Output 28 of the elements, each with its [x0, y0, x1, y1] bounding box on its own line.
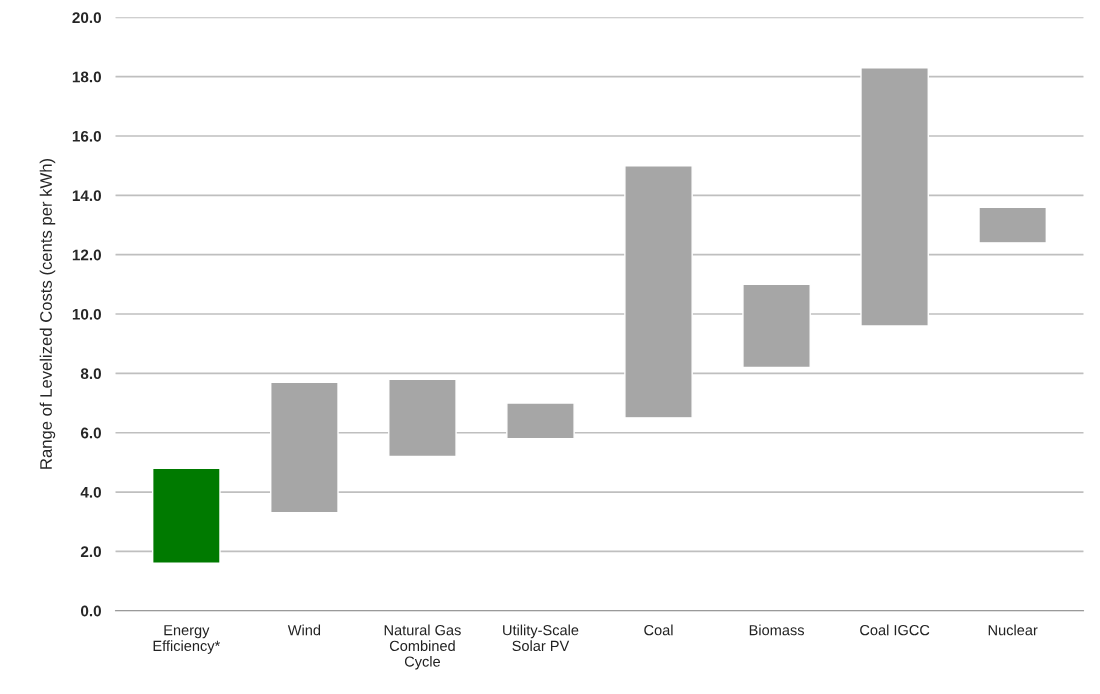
x-tick-label: Coal IGCC: [860, 624, 930, 636]
x-tick-label: Wind: [287, 624, 321, 636]
y-tick-label: 0.0: [80, 605, 101, 617]
x-tick-label: Biomass: [749, 624, 805, 636]
y-tick-label: 16.0: [72, 130, 101, 142]
bar: [151, 467, 221, 564]
bar: [506, 402, 575, 440]
bar: [624, 164, 693, 419]
x-tick-label: Natural Gas Combined Cycle: [384, 624, 461, 670]
y-tick-label: 2.0: [80, 546, 101, 558]
bar: [860, 67, 929, 327]
y-tick-label: 8.0: [80, 368, 101, 380]
y-tick-label: 6.0: [80, 427, 101, 439]
bar: [388, 378, 457, 458]
y-tick-label: 14.0: [72, 190, 101, 202]
x-tick-label: Coal: [644, 624, 673, 636]
x-tick-label: Utility-Scale Solar PV: [503, 624, 579, 652]
y-tick-label: 12.0: [72, 249, 101, 261]
bar: [270, 381, 339, 514]
y-tick-label: 4.0: [80, 486, 101, 498]
y-tick-label: 18.0: [72, 71, 101, 83]
x-tick-label: Energy Efficiency*: [153, 625, 221, 654]
bar: [742, 283, 811, 369]
y-tick-label: 10.0: [72, 308, 101, 320]
y-axis-title: Range of Levelized Costs (cents per kWh): [39, 158, 56, 469]
bar: [978, 206, 1048, 244]
y-tick-label: 20.0: [72, 12, 101, 24]
x-tick-label: Nuclear: [988, 624, 1038, 636]
